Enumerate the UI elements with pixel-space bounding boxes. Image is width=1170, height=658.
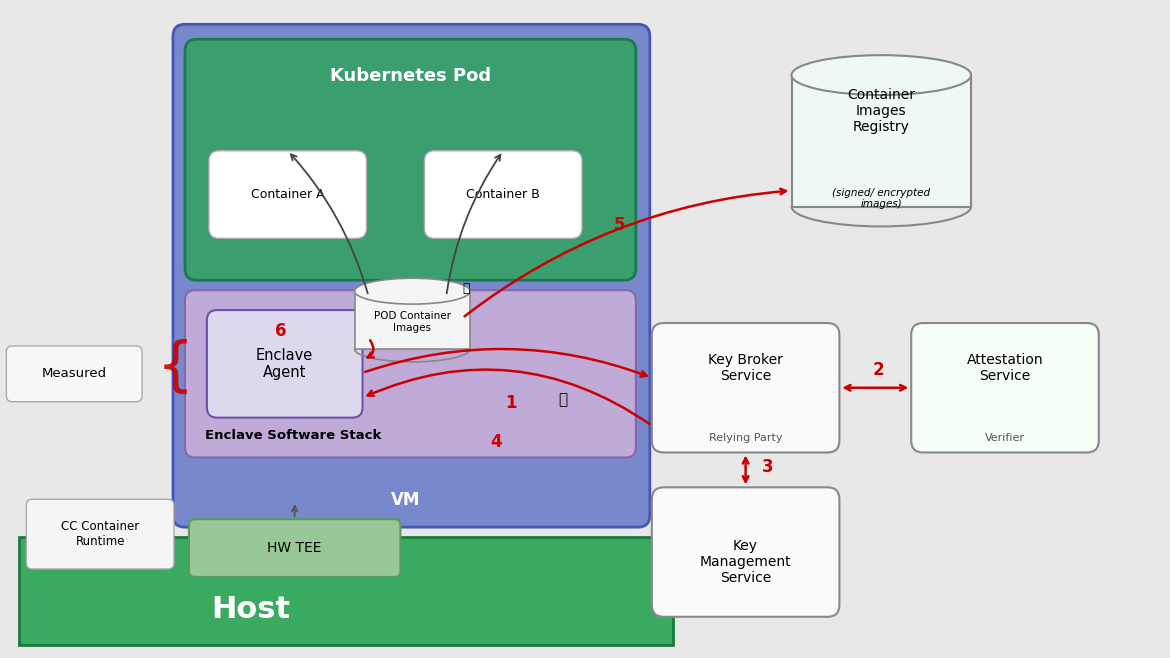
Text: 4: 4 (490, 434, 502, 451)
Text: 🔑: 🔑 (558, 392, 567, 407)
Text: VM: VM (391, 492, 420, 509)
Ellipse shape (355, 278, 470, 304)
FancyBboxPatch shape (652, 488, 839, 617)
Text: 🔑: 🔑 (462, 282, 470, 295)
Ellipse shape (792, 55, 971, 95)
Text: CC Container
Runtime: CC Container Runtime (61, 520, 139, 548)
Text: Container
Images
Registry: Container Images Registry (847, 88, 915, 134)
Bar (20, 537, 673, 645)
Text: POD Container
Images: POD Container Images (374, 311, 450, 333)
FancyBboxPatch shape (911, 323, 1099, 453)
FancyBboxPatch shape (209, 151, 366, 238)
FancyBboxPatch shape (6, 346, 142, 401)
Text: 1: 1 (505, 393, 517, 412)
FancyBboxPatch shape (207, 310, 363, 418)
Bar (355, 291, 470, 349)
FancyBboxPatch shape (185, 290, 635, 457)
Text: Container B: Container B (467, 188, 541, 201)
Text: 3: 3 (762, 459, 773, 476)
FancyBboxPatch shape (425, 151, 581, 238)
Text: 2: 2 (873, 361, 885, 379)
Text: Enclave
Agent: Enclave Agent (256, 347, 314, 380)
Bar (792, 75, 971, 207)
Text: Kubernetes Pod: Kubernetes Pod (330, 67, 491, 85)
Text: Attestation
Service: Attestation Service (966, 353, 1044, 383)
Text: (signed/ encrypted
images): (signed/ encrypted images) (832, 188, 930, 209)
Text: Measured: Measured (42, 367, 106, 380)
Text: Verifier: Verifier (985, 432, 1025, 443)
Text: Key Broker
Service: Key Broker Service (708, 353, 783, 383)
Text: Relying Party: Relying Party (709, 432, 783, 443)
Text: Host: Host (212, 595, 290, 624)
Text: Container A: Container A (250, 188, 324, 201)
FancyBboxPatch shape (173, 24, 649, 527)
Text: Key
Management
Service: Key Management Service (700, 539, 791, 585)
Text: {: { (157, 340, 193, 396)
FancyBboxPatch shape (652, 323, 839, 453)
FancyBboxPatch shape (188, 519, 400, 577)
Text: 5: 5 (614, 216, 626, 234)
FancyBboxPatch shape (185, 39, 635, 280)
Text: Enclave Software Stack: Enclave Software Stack (205, 429, 381, 442)
Text: 6: 6 (275, 322, 287, 340)
FancyBboxPatch shape (27, 499, 174, 569)
Text: HW TEE: HW TEE (268, 541, 322, 555)
